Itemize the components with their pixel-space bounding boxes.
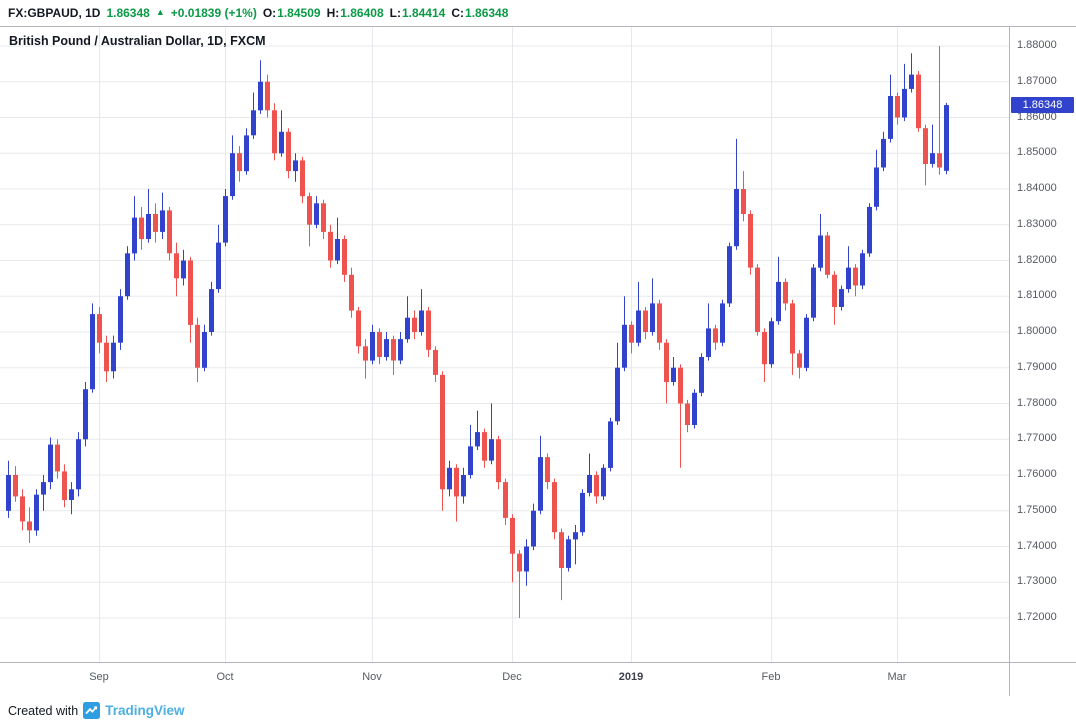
time-axis-label: Sep <box>89 671 109 683</box>
price-axis-label: 1.86000 <box>1017 110 1057 123</box>
price-axis-label: 1.81000 <box>1017 289 1057 302</box>
low-value: L: 1.84414 <box>389 6 446 20</box>
tradingview-wordmark[interactable]: TradingView <box>105 703 185 718</box>
price-axis-label: 1.75000 <box>1017 503 1057 516</box>
open-value: O: 1.84509 <box>262 6 321 20</box>
price-axis-label: 1.73000 <box>1017 575 1057 588</box>
chart-area: British Pound / Australian Dollar, 1D, F… <box>0 26 1076 663</box>
time-axis-label: Mar <box>887 671 907 683</box>
price-axis-label: 1.88000 <box>1017 39 1057 51</box>
price-axis-label: 1.76000 <box>1017 468 1057 480</box>
symbol-name[interactable]: FX:GBPAUD, 1D <box>8 6 101 20</box>
price-axis[interactable]: 1.86348 1.72000 1.73000 1.74000 1.75000 1.76… <box>1009 27 1075 662</box>
price-axis-label: 1.83000 <box>1017 217 1057 230</box>
close-value: C: 1.86348 <box>451 6 509 20</box>
attribution-bar: Created with TradingView <box>0 696 1076 725</box>
price-axis-label: 1.82000 <box>1017 253 1057 266</box>
time-axis-label: Nov <box>362 671 382 683</box>
open-label: O: <box>262 6 277 20</box>
price-axis-label: 1.85000 <box>1017 146 1057 159</box>
axis-divider <box>1009 663 1010 696</box>
price-axis-label: 1.87000 <box>1017 74 1057 87</box>
last-price-label: 1.86348 <box>1011 97 1074 114</box>
price-axis-label: 1.74000 <box>1017 539 1057 552</box>
chart-legend[interactable]: British Pound / Australian Dollar, 1D, F… <box>9 34 266 48</box>
time-axis-label: Feb <box>761 671 781 683</box>
tradingview-logo-icon[interactable] <box>83 702 101 719</box>
price-axis-label: 1.79000 <box>1017 360 1057 373</box>
price-axis-label: 1.77000 <box>1017 432 1057 445</box>
time-axis-label: Dec <box>502 671 522 683</box>
candlestick-chart[interactable] <box>0 27 1009 662</box>
close-label: C: <box>451 6 465 20</box>
time-axis-label: 2019 <box>618 671 644 683</box>
price-axis-label: 1.78000 <box>1017 396 1057 409</box>
created-with-text: Created with <box>8 703 79 718</box>
price-axis-label: 1.72000 <box>1017 611 1057 623</box>
up-arrow-icon: ▲ <box>155 7 165 17</box>
price-change: +0.01839 (+1%) <box>170 6 257 20</box>
last-price: 1.86348 <box>106 6 150 20</box>
high-label: H: <box>326 6 340 20</box>
low-label: L: <box>389 6 401 20</box>
symbol-info-bar: FX:GBPAUD, 1D 1.86348 ▲ +0.01839 (+1%) O… <box>0 0 1076 26</box>
price-axis-label: 1.80000 <box>1017 325 1057 337</box>
time-axis[interactable]: Sep Oct Nov Dec 2019 Feb Mar <box>0 663 1076 696</box>
time-axis-label: Oct <box>216 671 234 683</box>
price-axis-label: 1.84000 <box>1017 182 1057 194</box>
high-value: H: 1.86408 <box>326 6 384 20</box>
